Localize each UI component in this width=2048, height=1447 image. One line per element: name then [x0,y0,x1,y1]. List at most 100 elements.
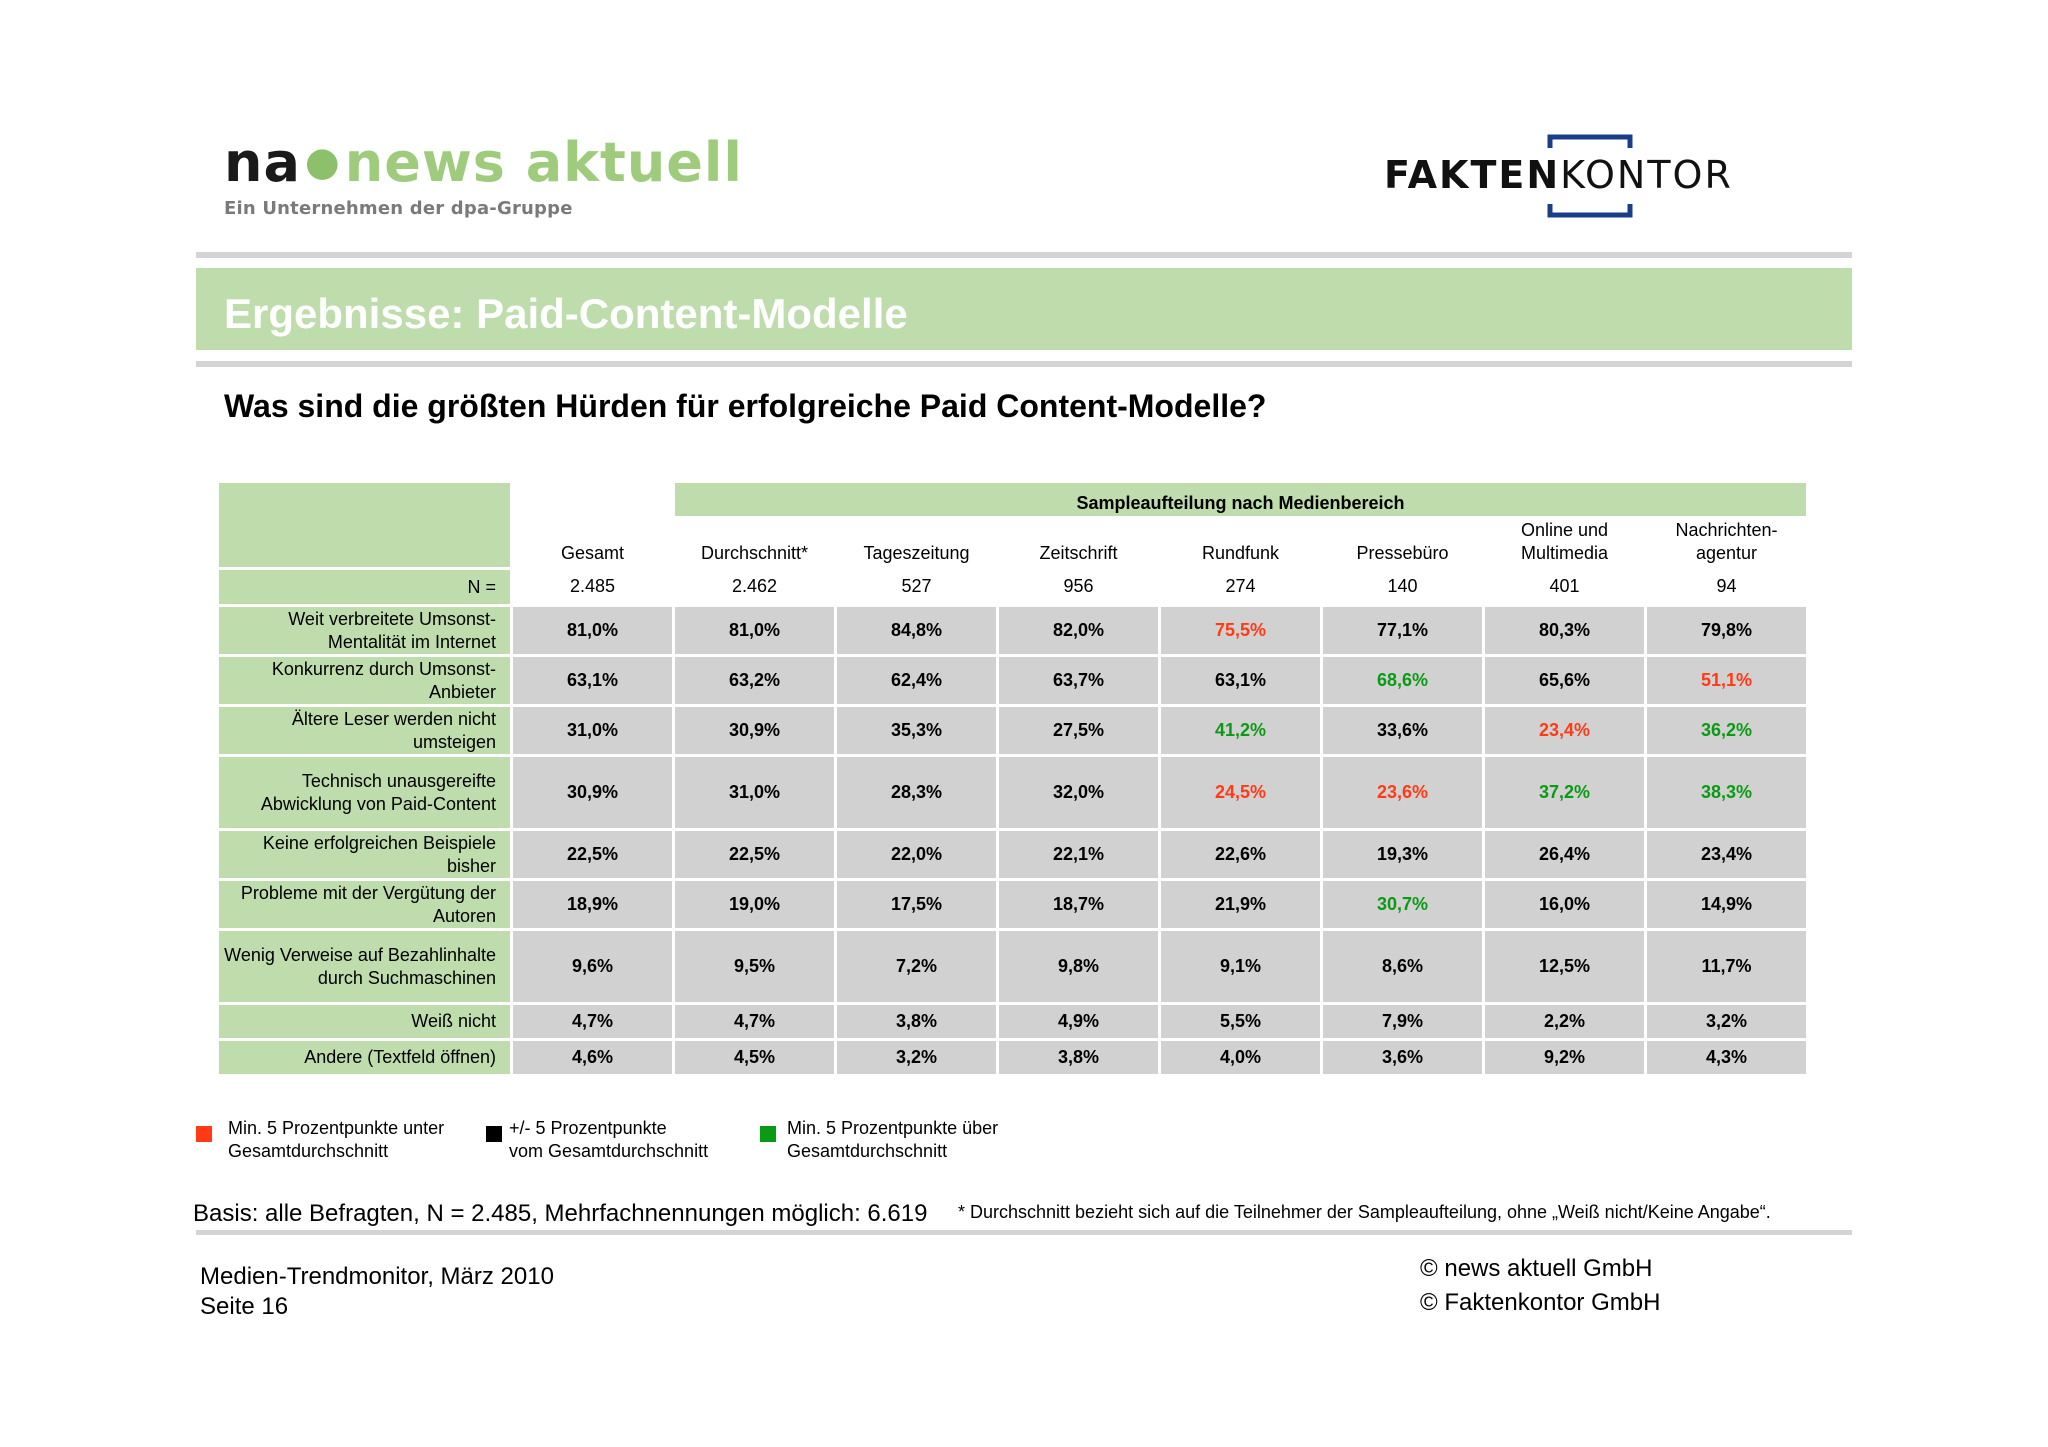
column-header: Zeitschrift [996,516,1161,570]
table-cell: 9,5% [672,928,837,1005]
n-value: 274 [1158,567,1323,607]
copyright-faktenkontor: © Faktenkontor GmbH [1420,1289,1661,1316]
table-cell: 77,1% [1320,604,1485,657]
page-title: Ergebnisse: Paid-Content-Modelle [224,290,908,337]
table-cell: 9,8% [996,928,1161,1005]
table-cell: 9,2% [1482,1038,1647,1077]
table-cell: 7,2% [834,928,999,1005]
table-cell: 84,8% [834,604,999,657]
legend-above: Min. 5 Prozentpunkte über Gesamtdurchschn… [787,1118,999,1161]
column-header: Nachrichten-agentur [1644,516,1809,570]
table-cell: 32,0% [996,754,1161,831]
row-label: Probleme mit der Vergütung der Autoren [216,878,513,931]
row-label: Andere (Textfeld öffnen) [216,1038,513,1077]
title-bar: Ergebnisse: Paid-Content-Modelle [196,268,1852,350]
row-label: Wenig Verweise auf Bezahlinhalte durch S… [216,928,513,1005]
table-cell: 21,9% [1158,878,1323,931]
column-header: Tageszeitung [834,516,999,570]
table-cell: 31,0% [510,704,675,757]
faktenkontor-logo: FAKTENKONTOR [1384,134,1794,218]
footer-left: Medien-Trendmonitor, März 2010 Seite 16 [200,1262,554,1322]
title-divider [196,361,1852,367]
table-corner [216,480,513,570]
row-label: Keine erfolgreichen Beispiele bisher [216,828,513,881]
table-cell: 9,6% [510,928,675,1005]
n-value: 2.462 [672,567,837,607]
table-cell: 4,0% [1158,1038,1323,1077]
footnote: * Durchschnitt bezieht sich auf die Teil… [958,1202,1771,1222]
table-cell: 62,4% [834,654,999,707]
table-cell: 22,5% [672,828,837,881]
n-value: 401 [1482,567,1647,607]
table-cell: 30,7% [1320,878,1485,931]
table-cell: 28,3% [834,754,999,831]
table-cell: 22,5% [510,828,675,881]
row-label: Technisch unausgereifte Abwicklung von P… [216,754,513,831]
table-cell: 31,0% [672,754,837,831]
table-cell: 19,3% [1320,828,1485,881]
table-cell: 81,0% [510,604,675,657]
table-cell: 51,1% [1644,654,1809,707]
table-cell: 22,0% [834,828,999,881]
table-cell: 3,2% [834,1038,999,1077]
legend-neutral: +/- 5 Prozentpunkte vom Gesamtdurchschnit… [509,1118,709,1161]
table-cell: 63,1% [1158,654,1323,707]
table-cell: 23,4% [1644,828,1809,881]
table-row: Ältere Leser werden nicht umsteigen 31,0%… [216,704,1809,757]
table-cell: 3,6% [1320,1038,1485,1077]
table-cell: 63,7% [996,654,1161,707]
table-cell: 7,9% [1320,1002,1485,1041]
news-aktuell-wordmark: na ●news aktuell [224,131,743,194]
table-row: Weiß nicht 4,7% 4,7% 3,8% 4,9% 5,5% 7,9% 2,2% 3,… [216,1002,1809,1041]
legend-below: Min. 5 Prozentpunkte unter Gesamtdurchsch… [228,1118,445,1161]
table-cell: 63,2% [672,654,837,707]
table-cell: 65,6% [1482,654,1647,707]
table-cell: 12,5% [1482,928,1647,1005]
table-cell: 19,0% [672,878,837,931]
table-cell: 4,9% [996,1002,1161,1041]
n-label: N = [216,567,513,607]
table-cell: 22,6% [1158,828,1323,881]
table-cell: 26,4% [1482,828,1647,881]
column-header: Pressebüro [1320,516,1485,570]
table-cell: 82,0% [996,604,1161,657]
table-cell: 3,8% [996,1038,1161,1077]
table-row: Probleme mit der Vergütung der Autoren 18… [216,878,1809,931]
row-label: Weiß nicht [216,1002,513,1041]
column-header: Durchschnitt* [672,516,837,570]
table-cell: 37,2% [1482,754,1647,831]
table-row: Weit verbreitete Umsonst-Mentalität im I… [216,604,1809,657]
table-cell: 16,0% [1482,878,1647,931]
results-table: Sampleaufteilung nach Medienbereich Gesa… [216,480,1809,1077]
row-label: Konkurrenz durch Umsonst-Anbieter [216,654,513,707]
table-cell: 24,5% [1158,754,1323,831]
row-label: Ältere Leser werden nicht umsteigen [216,704,513,757]
table-row: Wenig Verweise auf Bezahlinhalte durch S… [216,928,1809,1005]
table-cell: 9,1% [1158,928,1323,1005]
n-value: 2.485 [510,567,675,607]
table-cell: 3,8% [834,1002,999,1041]
copyright-news-aktuell: © news aktuell GmbH [1420,1255,1653,1282]
legend-swatch-neutral [486,1126,502,1142]
news-aktuell-tagline: Ein Unternehmen der dpa-Gruppe [224,198,573,219]
news-aktuell-logo: na ●news aktuell Ein Unternehmen der dpa-… [224,131,743,220]
table-cell: 35,3% [834,704,999,757]
column-header: Rundfunk [1158,516,1323,570]
table-cell: 18,9% [510,878,675,931]
header-divider [196,252,1852,258]
table-cell: 4,5% [672,1038,837,1077]
faktenkontor-bracket-icon [1547,134,1633,218]
table-cell: 38,3% [1644,754,1809,831]
study-name: Medien-Trendmonitor, März 2010 [200,1263,554,1290]
table-cell: 11,7% [1644,928,1809,1005]
n-row: N = 2.485 2.462 527 956 274 140 401 94 [216,567,1809,607]
table-cell: 14,9% [1644,878,1809,931]
table-cell: 41,2% [1158,704,1323,757]
table-cell: 18,7% [996,878,1161,931]
group-header: Sampleaufteilung nach Medienbereich [672,480,1809,519]
column-header: Gesamt [510,516,675,570]
table-cell: 4,6% [510,1038,675,1077]
table-row: Keine erfolgreichen Beispiele bisher 22,5… [216,828,1809,881]
footer-divider [196,1230,1852,1235]
table-cell: 3,2% [1644,1002,1809,1041]
